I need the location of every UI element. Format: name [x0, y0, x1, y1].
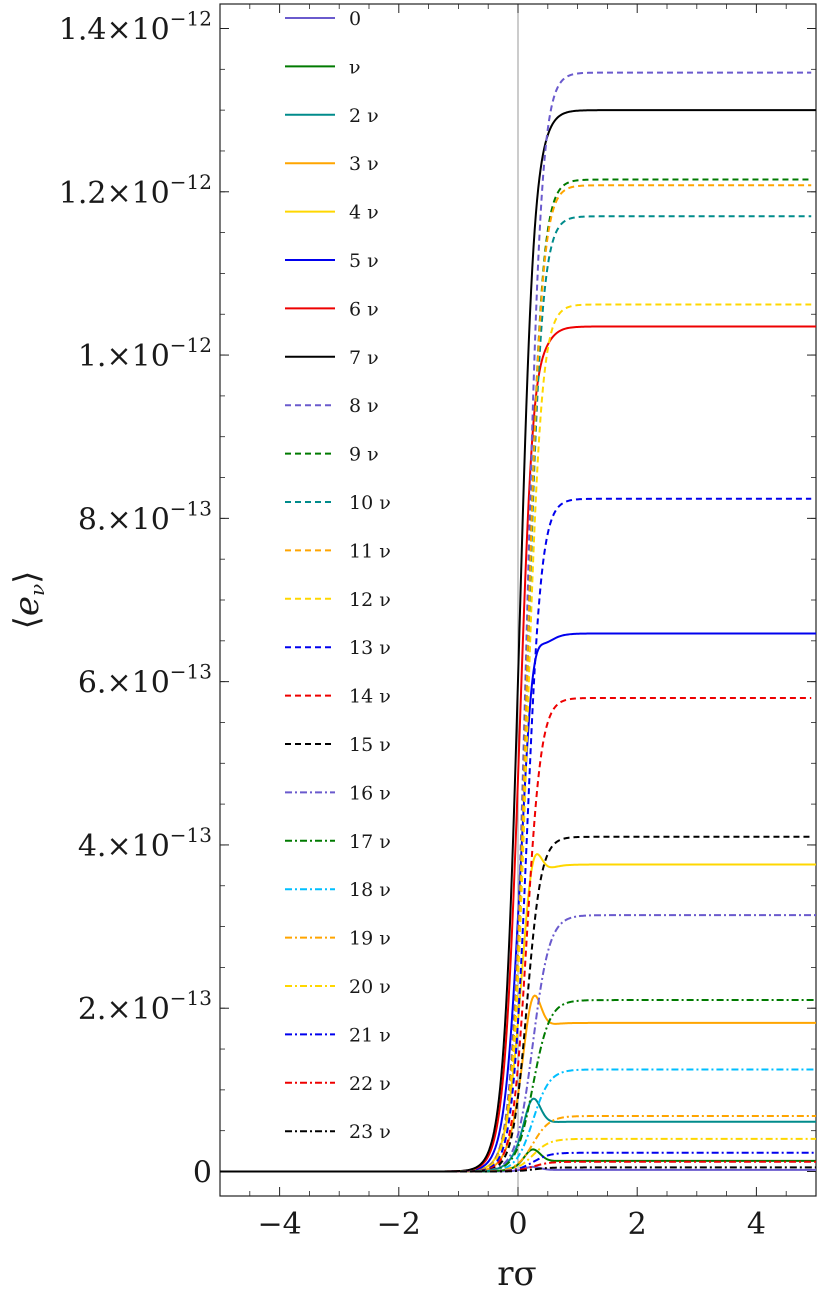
- series-line-7: [220, 109, 816, 1173]
- y-axis-title-close: ⟩: [7, 571, 47, 584]
- series-line-16: [220, 914, 816, 1173]
- y-tick-exponent: −12: [170, 333, 212, 357]
- legend-label: 14 ν: [349, 686, 391, 708]
- y-axis-ticks: 02.×10−134.×10−136.×10−138.×10−131.×10−1…: [59, 6, 816, 1191]
- y-tick-mantissa: 2.×10: [78, 992, 170, 1027]
- legend-label: 15 ν: [349, 734, 391, 756]
- y-tick-label: 2.×10−13: [78, 986, 212, 1027]
- x-tick-label: −4: [257, 1207, 301, 1242]
- legend-label: 20 ν: [349, 976, 391, 998]
- legend: 0 ν 2 ν 3 ν 4 ν 5 ν 6 ν 7 ν 8 ν 9 ν 10 ν 11 ν 12 ν 13…: [285, 8, 391, 1143]
- legend-label: 10 ν: [349, 492, 391, 514]
- y-tick-exponent: −13: [170, 823, 212, 847]
- legend-label: 21 ν: [349, 1024, 391, 1046]
- legend-label: 17 ν: [349, 831, 391, 853]
- x-tick-label: −2: [377, 1207, 421, 1242]
- y-tick-mantissa: 4.×10: [78, 829, 170, 864]
- y-tick-exponent: −13: [170, 986, 212, 1010]
- legend-label: 2 ν: [349, 105, 379, 127]
- y-tick-mantissa: 1.×10: [78, 339, 170, 374]
- y-tick-exponent: −12: [170, 6, 212, 30]
- legend-label: 8 ν: [349, 395, 379, 417]
- series-line-22: [220, 1160, 816, 1173]
- legend-label: 18 ν: [349, 879, 391, 901]
- y-tick-mantissa: 0: [193, 1156, 212, 1191]
- legend-label: 4 ν: [349, 202, 379, 224]
- y-tick-exponent: −12: [170, 170, 212, 194]
- series-line-15: [220, 835, 812, 1173]
- y-axis-title-sub: ν: [25, 584, 49, 596]
- y-tick-label: 0: [193, 1156, 212, 1191]
- series-line-11: [220, 184, 812, 1173]
- x-tick-label: 0: [508, 1207, 527, 1242]
- x-axis-title: rσ: [497, 1254, 536, 1294]
- legend-label: 23 ν: [349, 1121, 391, 1143]
- y-axis-title-e: e: [7, 596, 47, 616]
- legend-label: 12 ν: [349, 589, 391, 611]
- y-tick-label: 1.4×10−12: [59, 6, 212, 47]
- series-line-23: [220, 1166, 816, 1173]
- legend-label: 19 ν: [349, 928, 391, 950]
- y-tick-exponent: −13: [170, 496, 212, 520]
- y-tick-label: 1.2×10−12: [59, 170, 212, 211]
- y-tick-mantissa: 8.×10: [78, 502, 170, 537]
- legend-label: 7 ν: [349, 347, 379, 369]
- x-tick-label: 4: [747, 1207, 766, 1242]
- series-line-14: [220, 696, 812, 1173]
- x-tick-label: 2: [628, 1207, 647, 1242]
- x-axis-ticks: −4 −2 0 2 4: [219, 4, 817, 1242]
- y-tick-label: 8.×10−13: [78, 496, 212, 537]
- y-tick-exponent: −13: [170, 660, 212, 684]
- legend-label: ν: [349, 56, 361, 78]
- y-tick-label: 4.×10−13: [78, 823, 212, 864]
- legend-label: 3 ν: [349, 153, 379, 175]
- y-tick-mantissa: 6.×10: [78, 666, 170, 701]
- series-line-9: [220, 178, 812, 1173]
- series-line-18: [220, 1068, 816, 1173]
- y-axis-title: ⟨eν⟩: [7, 571, 49, 630]
- y-tick-mantissa: 1.4×10: [59, 12, 170, 47]
- series-line-20: [220, 1137, 816, 1173]
- y-axis-title-open: ⟨: [7, 616, 47, 629]
- legend-label: 6 ν: [349, 298, 379, 320]
- y-tick-label: 1.×10−12: [78, 333, 212, 374]
- series-line-8: [220, 71, 812, 1173]
- series-line-21: [220, 1151, 816, 1173]
- y-tick-mantissa: 1.2×10: [59, 176, 170, 211]
- legend-label: 13 ν: [349, 637, 391, 659]
- legend-label: 11 ν: [349, 540, 391, 562]
- legend-label: 5 ν: [349, 250, 379, 272]
- legend-label: 0: [349, 8, 361, 30]
- series-line-17: [220, 999, 816, 1173]
- legend-label: 16 ν: [349, 782, 391, 804]
- y-tick-label: 6.×10−13: [78, 660, 212, 701]
- legend-label: 22 ν: [349, 1073, 391, 1095]
- legend-label: 9 ν: [349, 444, 379, 466]
- series-lines: [220, 71, 816, 1173]
